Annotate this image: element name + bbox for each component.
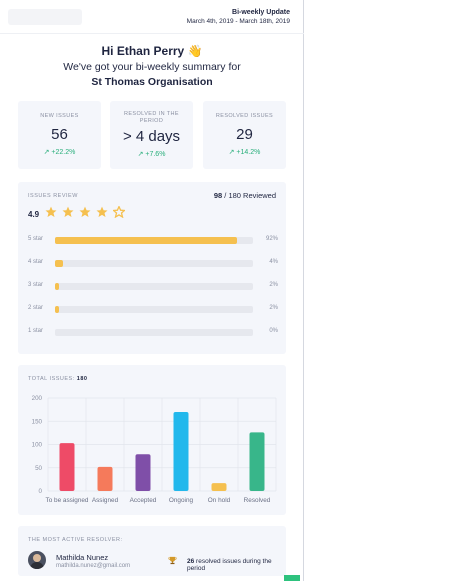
y-tick-label: 100 [32,442,43,449]
reviewed-count: 98 / 180 Reviewed [214,191,276,200]
y-tick-label: 0 [39,488,43,495]
bar [97,466,113,491]
x-tick-label: Resolved [244,497,271,504]
rating-bar-track [55,329,253,336]
issues-review-panel: ISSUES REVIEW 98 / 180 Reviewed 4.9 5 st… [18,182,286,354]
greeting-name: Hi Ethan Perry 👋 [101,44,203,58]
rating-row: 4 star 4% [28,258,278,268]
rating-stars [45,206,125,218]
total-issues-panel: TOTAL ISSUES: 180 0 50 100 150 200 To be assi… [18,365,286,515]
bar [59,443,75,491]
rating-bar-fill [55,260,63,267]
rating-bar-track [55,237,253,244]
stat-label: RESOLVED IN THE PERIOD [123,111,179,124]
avatar [28,551,46,569]
rating-row-label: 3 star [28,282,44,288]
stat-card-new-issues: NEW ISSUES 56 ↗ +22.2% [18,101,101,169]
rating-bar-fill [55,237,238,244]
trophy-icon [168,556,177,565]
reviewed-suffix: / 180 Reviewed [224,191,276,200]
rating-bar-track [55,260,253,267]
resolver-panel: THE MOST ACTIVE RESOLVER: Mathilda Nunez… [18,526,286,576]
x-tick-label: To be assigned [46,497,89,504]
rating-row-percent: 4% [269,259,278,265]
rating-row: 5 star 92% [28,235,278,245]
rating-row-percent: 2% [269,305,278,311]
rating-row-label: 1 star [28,328,44,334]
chart-title-value: 180 [76,376,88,382]
resolver-count-number: 26 [187,558,195,565]
rating-row: 1 star 0% [28,327,278,337]
email-header: Bi-weekly Update March 4th, 2019 - March… [0,0,304,34]
stat-value: 29 [236,126,253,143]
y-tick-label: 200 [32,395,43,402]
rating-row-percent: 0% [269,328,278,334]
star-icon [113,206,125,218]
resolver-name: Mathilda Nunez [56,553,109,562]
rating-row-percent: 2% [269,282,278,288]
rating-bar-track [55,306,253,313]
resolver-email[interactable]: mathilda.nunez@gmail.com [56,563,131,569]
y-tick-label: 50 [35,465,42,472]
x-tick-label: On hold [208,497,231,504]
bar [135,454,151,491]
rating-row-label: 2 star [28,305,44,311]
rating-bar-fill [55,306,59,313]
accent-strip [284,575,300,581]
rating-bar-fill [55,283,59,290]
x-tick-label: Accepted [130,497,157,504]
rating-row-label: 5 star [28,236,44,242]
stat-change: ↗ +14.2% [228,149,261,156]
resolver-label: THE MOST ACTIVE RESOLVER: [28,537,123,543]
stat-change: ↗ +22.2% [43,149,76,156]
stat-value: 56 [51,126,68,143]
resolver-count: 26 resolved issues during the period [187,558,286,572]
bar [249,432,265,491]
rating-row-label: 4 star [28,259,44,265]
resolver-count-suffix: resolved issues during the period [187,558,272,572]
chart-title-prefix: TOTAL ISSUES: [28,376,75,382]
rating-value: 4.9 [28,210,40,219]
greeting: Hi Ethan Perry 👋 We've got your bi-weekl… [0,44,304,88]
logo [8,9,82,25]
header-dates: March 4th, 2019 - March 18th, 2019 [186,18,290,25]
x-tick-label: Ongoing [169,497,194,504]
rating-bar-track [55,283,253,290]
greeting-summary: We've got your bi-weekly summary for [63,61,241,73]
header-title: Bi-weekly Update [232,9,290,16]
stat-card-resolved-period: RESOLVED IN THE PERIOD > 4 days ↗ +7.6% [110,101,193,169]
star-icon [45,206,57,217]
rating-row: 2 star 2% [28,304,278,314]
bar [173,411,189,491]
header-info: Bi-weekly Update March 4th, 2019 - March… [187,9,290,25]
review-label: ISSUES REVIEW [28,193,78,199]
rating-row: 3 star 2% [28,281,278,291]
greeting-organisation: St Thomas Organisation [91,76,213,88]
y-tick-label: 150 [32,418,43,425]
star-icon [62,206,74,217]
reviewed-number: 98 [213,191,223,200]
stat-label: NEW ISSUES [40,113,79,119]
stat-value: > 4 days [122,128,181,145]
x-tick-label: Assigned [92,497,119,504]
chart-title: TOTAL ISSUES: 180 [28,376,87,382]
stat-card-resolved-issues: RESOLVED ISSUES 29 ↗ +14.2% [203,101,286,169]
stat-label: RESOLVED ISSUES [215,113,274,119]
issues-bar-chart: 0 50 100 150 200 To be assigned Assigned Accept… [32,395,277,504]
star-icon [96,206,108,217]
rating-row-percent: 92% [265,236,278,242]
star-icon [79,206,91,217]
stat-change: ↗ +7.6% [137,151,166,158]
bar [211,483,227,491]
email-page: Bi-weekly Update March 4th, 2019 - March… [0,0,304,581]
